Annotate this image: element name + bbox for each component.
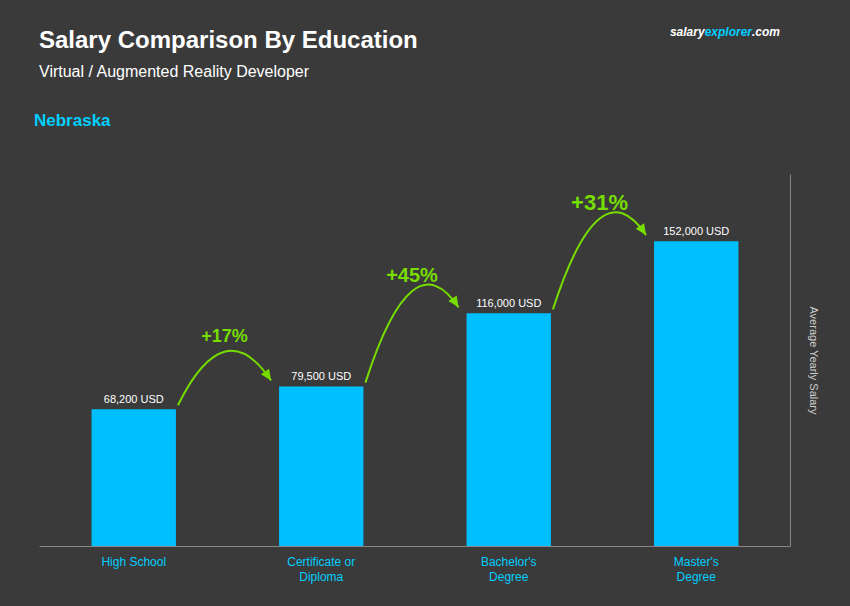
svg-text:High School: High School	[101, 555, 166, 569]
svg-text:Diploma: Diploma	[299, 570, 343, 584]
svg-text:Degree: Degree	[677, 570, 717, 584]
svg-text:116,000 USD: 116,000 USD	[476, 297, 541, 309]
svg-text:Virtual / Augmented Reality De: Virtual / Augmented Reality Developer	[39, 63, 310, 80]
svg-text:Nebraska: Nebraska	[34, 111, 111, 130]
svg-text:+17%: +17%	[201, 326, 248, 346]
svg-text:salary: salary	[670, 25, 706, 39]
svg-text:explorer: explorer	[705, 25, 754, 39]
svg-text:Degree: Degree	[489, 570, 529, 584]
svg-text:152,000 USD: 152,000 USD	[663, 225, 729, 237]
svg-text:Average Yearly Salary: Average Yearly Salary	[808, 306, 820, 415]
svg-text:Certificate or: Certificate or	[287, 555, 355, 569]
svg-text:+45%: +45%	[386, 264, 438, 286]
svg-text:+31%: +31%	[571, 190, 628, 215]
svg-text:68,200 USD: 68,200 USD	[104, 393, 164, 405]
svg-text:Master's: Master's	[674, 555, 719, 569]
svg-text:Salary Comparison By Education: Salary Comparison By Education	[39, 26, 418, 53]
svg-text:.com: .com	[752, 25, 780, 39]
svg-text:79,500 USD: 79,500 USD	[291, 370, 351, 382]
svg-text:Bachelor's: Bachelor's	[481, 555, 537, 569]
